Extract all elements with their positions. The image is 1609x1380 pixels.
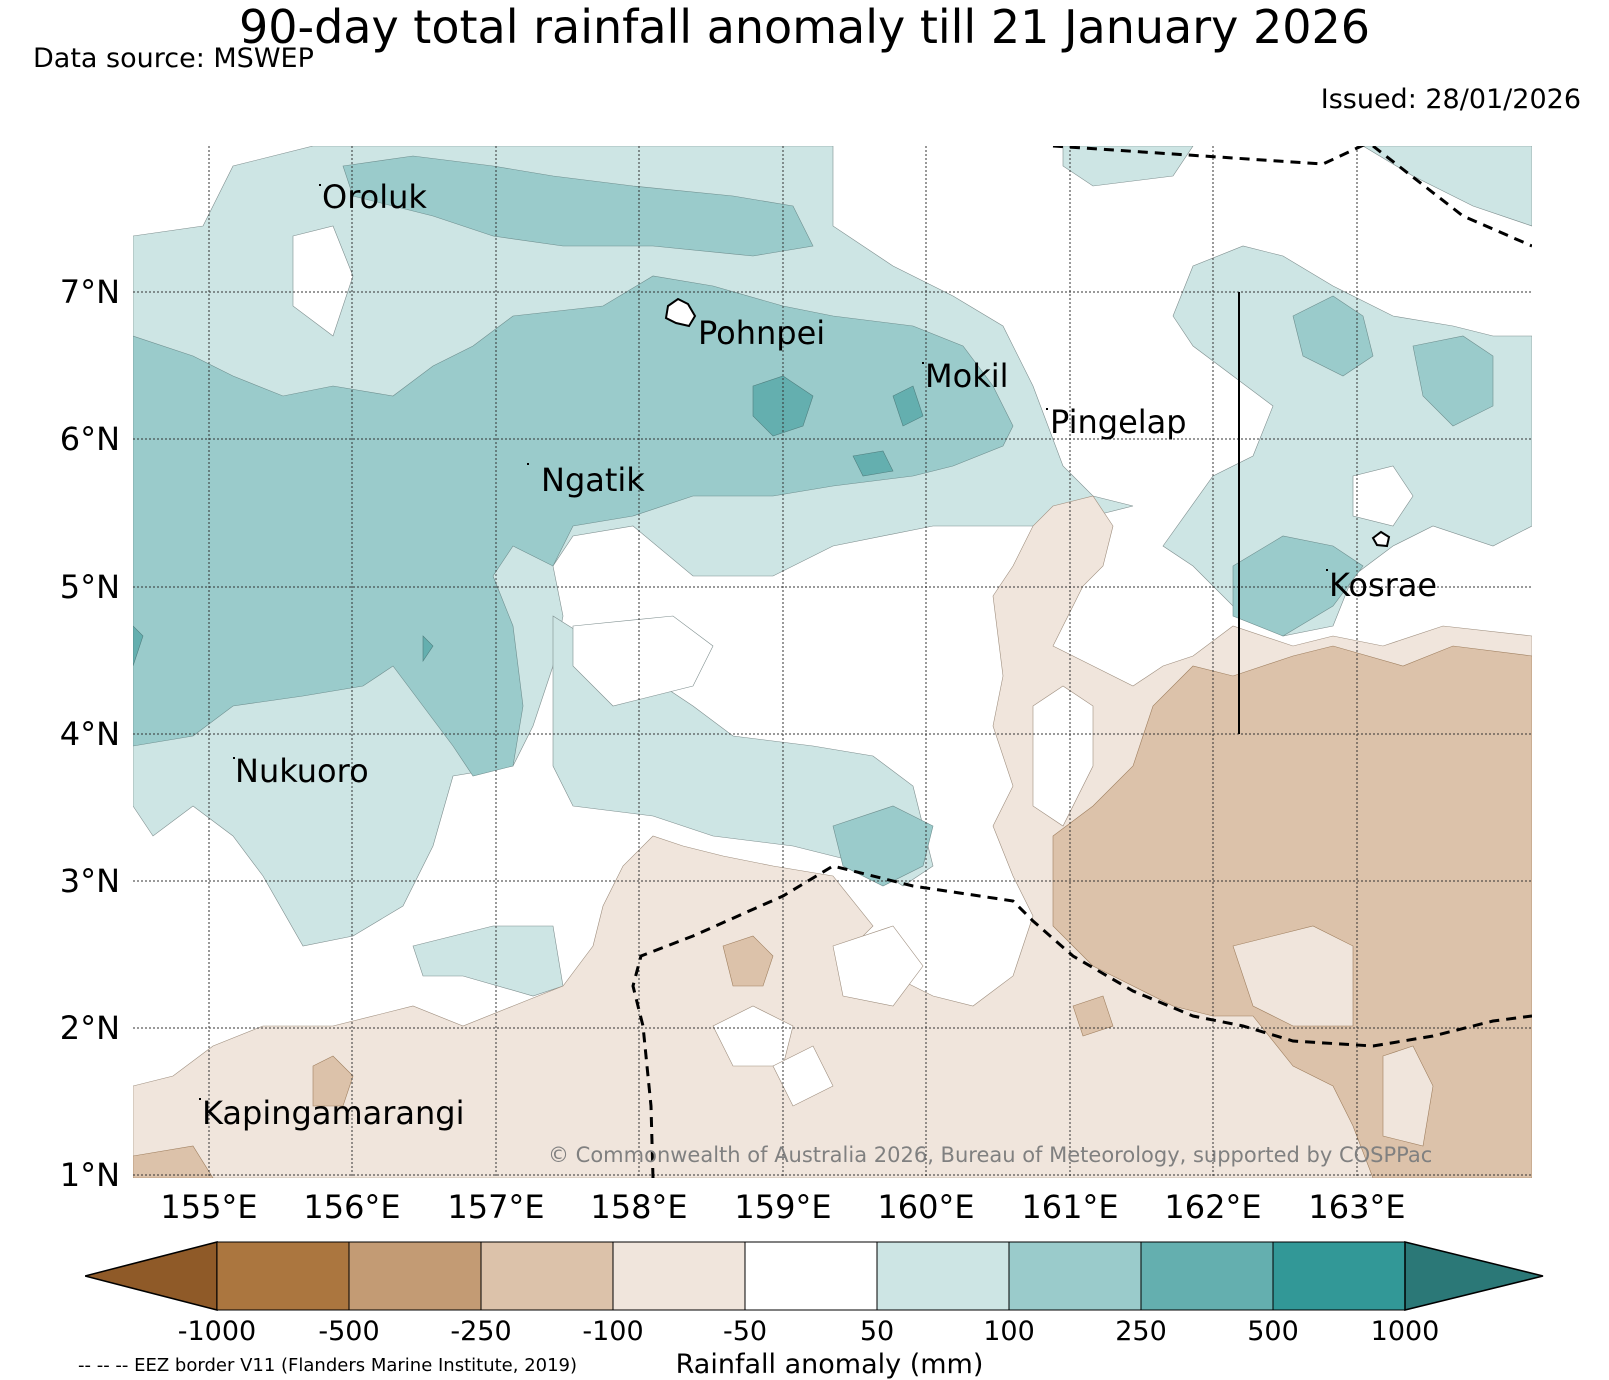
ngatik-marker — [527, 463, 529, 465]
lat-label: 4°N — [59, 715, 120, 753]
colorbar-tick: 250 — [1115, 1316, 1167, 1347]
lon-label: 160°E — [877, 1188, 975, 1226]
colorbar-tick: 500 — [1247, 1316, 1299, 1347]
lon-label: 158°E — [590, 1188, 688, 1226]
colorbar-tick: -100 — [582, 1316, 644, 1347]
colorbar-segment-extend-high — [1404, 1241, 1544, 1311]
pingelap-marker — [1046, 408, 1048, 410]
place-label-oroluk: Oroluk — [322, 178, 427, 216]
data-source: Data source: MSWEP — [33, 43, 314, 74]
kosrae-marker — [1326, 569, 1328, 571]
colorbar-tick: -1000 — [177, 1316, 257, 1347]
lat-label: 5°N — [59, 568, 120, 606]
eez-border-note: -- -- -- EEZ border V11 (Flanders Marine… — [78, 1355, 578, 1376]
colorbar-segment — [744, 1241, 878, 1311]
copyright-notice: © Commonwealth of Australia 2026, Bureau… — [548, 1143, 1433, 1167]
colorbar-segment — [1140, 1241, 1274, 1311]
lon-label: 163°E — [1308, 1188, 1406, 1226]
colorbar-segment-extend-low — [85, 1241, 218, 1311]
nukuoro-marker — [233, 757, 235, 759]
anomaly-region-neg100-neg250 — [133, 645, 1532, 1178]
map-title: 90-day total rainfall anomaly till 21 Ja… — [238, 0, 1371, 54]
map-gridlines — [133, 146, 1532, 1178]
colorbar-tick: 1000 — [1370, 1316, 1440, 1347]
colorbar-tick: -500 — [318, 1316, 380, 1347]
lat-label: 1°N — [59, 1156, 120, 1194]
colorbar — [85, 1241, 1544, 1311]
place-label-nukuoro: Nukuoro — [235, 752, 369, 790]
pohnpei-island-outline — [664, 297, 697, 328]
place-label-mokil: Mokil — [925, 357, 1009, 395]
colorbar-segment — [1008, 1241, 1142, 1311]
colorbar-tick: -250 — [450, 1316, 512, 1347]
kosrae-island-outline — [1371, 530, 1391, 548]
place-label-pingelap: Pingelap — [1050, 403, 1187, 441]
lon-label: 155°E — [160, 1188, 258, 1226]
place-label-kosrae: Kosrae — [1329, 566, 1438, 604]
colorbar-segment — [612, 1241, 746, 1311]
lat-label: 7°N — [59, 273, 120, 311]
eez-borders — [631, 146, 1532, 1178]
lat-label: 6°N — [59, 420, 120, 458]
rainfall-anomaly-map — [133, 146, 1532, 1178]
lon-label: 157°E — [447, 1188, 545, 1226]
place-label-ngatik: Ngatik — [541, 461, 645, 499]
lon-label: 162°E — [1164, 1188, 1262, 1226]
lon-label: 161°E — [1021, 1188, 1119, 1226]
lon-label: 156°E — [303, 1188, 401, 1226]
lat-label: 3°N — [59, 862, 120, 900]
colorbar-tick: 100 — [983, 1316, 1035, 1347]
colorbar-tick: 50 — [859, 1316, 895, 1347]
colorbar-segment — [876, 1241, 1010, 1311]
issued-date: Issued: 28/01/2026 — [1320, 84, 1581, 115]
colorbar-segment — [480, 1241, 614, 1311]
place-label-pohnpei: Pohnpei — [698, 314, 826, 352]
mokil-marker — [922, 362, 924, 364]
colorbar-segment — [216, 1241, 350, 1311]
lon-label: 159°E — [734, 1188, 832, 1226]
colorbar-segment — [1272, 1241, 1406, 1311]
lat-label: 2°N — [59, 1009, 120, 1047]
colorbar-segment — [348, 1241, 482, 1311]
kapingamarangi-marker — [199, 1098, 201, 1100]
colorbar-tick: -50 — [722, 1316, 768, 1347]
oroluk-marker — [319, 184, 321, 186]
colorbar-label: Rainfall anomaly (mm) — [675, 1349, 984, 1380]
place-label-kapingamarangi: Kapingamarangi — [202, 1094, 465, 1132]
